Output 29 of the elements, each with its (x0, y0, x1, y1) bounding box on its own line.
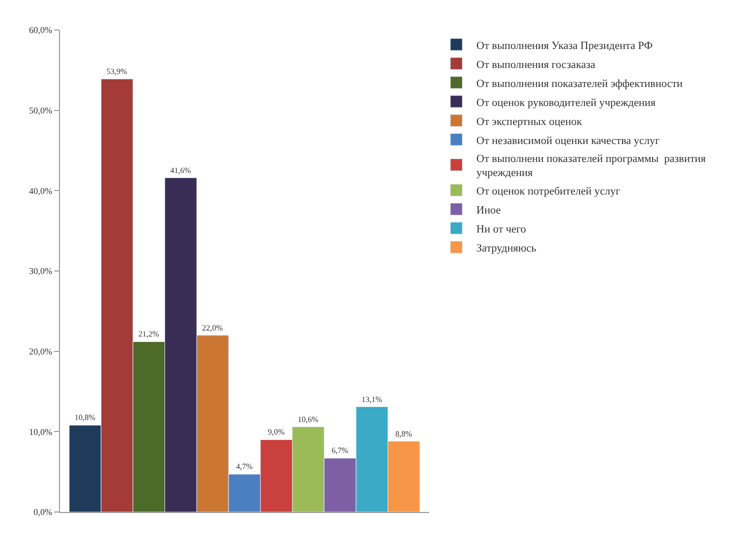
data-label: 10,6% (298, 414, 319, 424)
legend-label: От выполнения показателей эффективности (476, 78, 683, 90)
y-tick-label: 20,0% (28, 346, 53, 356)
y-tick-label: 50,0% (28, 105, 53, 116)
data-label: 21,2% (138, 330, 160, 339)
legend-label: Иное (476, 204, 501, 216)
data-label: 8,8% (395, 429, 412, 438)
data-label: 13,1% (361, 394, 382, 404)
legend-label: От оценок потребителей услуг (476, 185, 621, 198)
legend-label: От выполнения Указа Президента РФ (476, 40, 653, 52)
legend-label: От выполнения госзаказа (476, 58, 596, 71)
y-tick-label: 10,0% (28, 426, 53, 437)
data-label: 41,6% (170, 166, 192, 175)
legend-label: От независимой оценки качества услуг (476, 134, 660, 147)
legend-label: От выполнени показателей программы развития учреждения (476, 152, 706, 180)
y-tick-label: 60,0% (28, 25, 53, 36)
y-tick-label: 40,0% (28, 186, 53, 196)
legend-label: От экспертных оценок (476, 116, 583, 128)
y-tick-label: 30,0% (28, 266, 53, 276)
data-label: 6,7% (332, 446, 349, 456)
data-label: 22,0% (202, 323, 224, 332)
y-tick-label: 0,0% (33, 507, 53, 518)
data-label: 10,8% (74, 413, 96, 422)
legend-label: Ни от чего (476, 223, 527, 236)
legend-label: От оценок руководителей учреждения (476, 96, 656, 109)
legend-label: Затрудняюсь (476, 242, 536, 254)
data-label: 4,7% (236, 462, 253, 472)
data-label: 9,0% (268, 428, 285, 437)
data-label: 53,9% (106, 67, 128, 76)
